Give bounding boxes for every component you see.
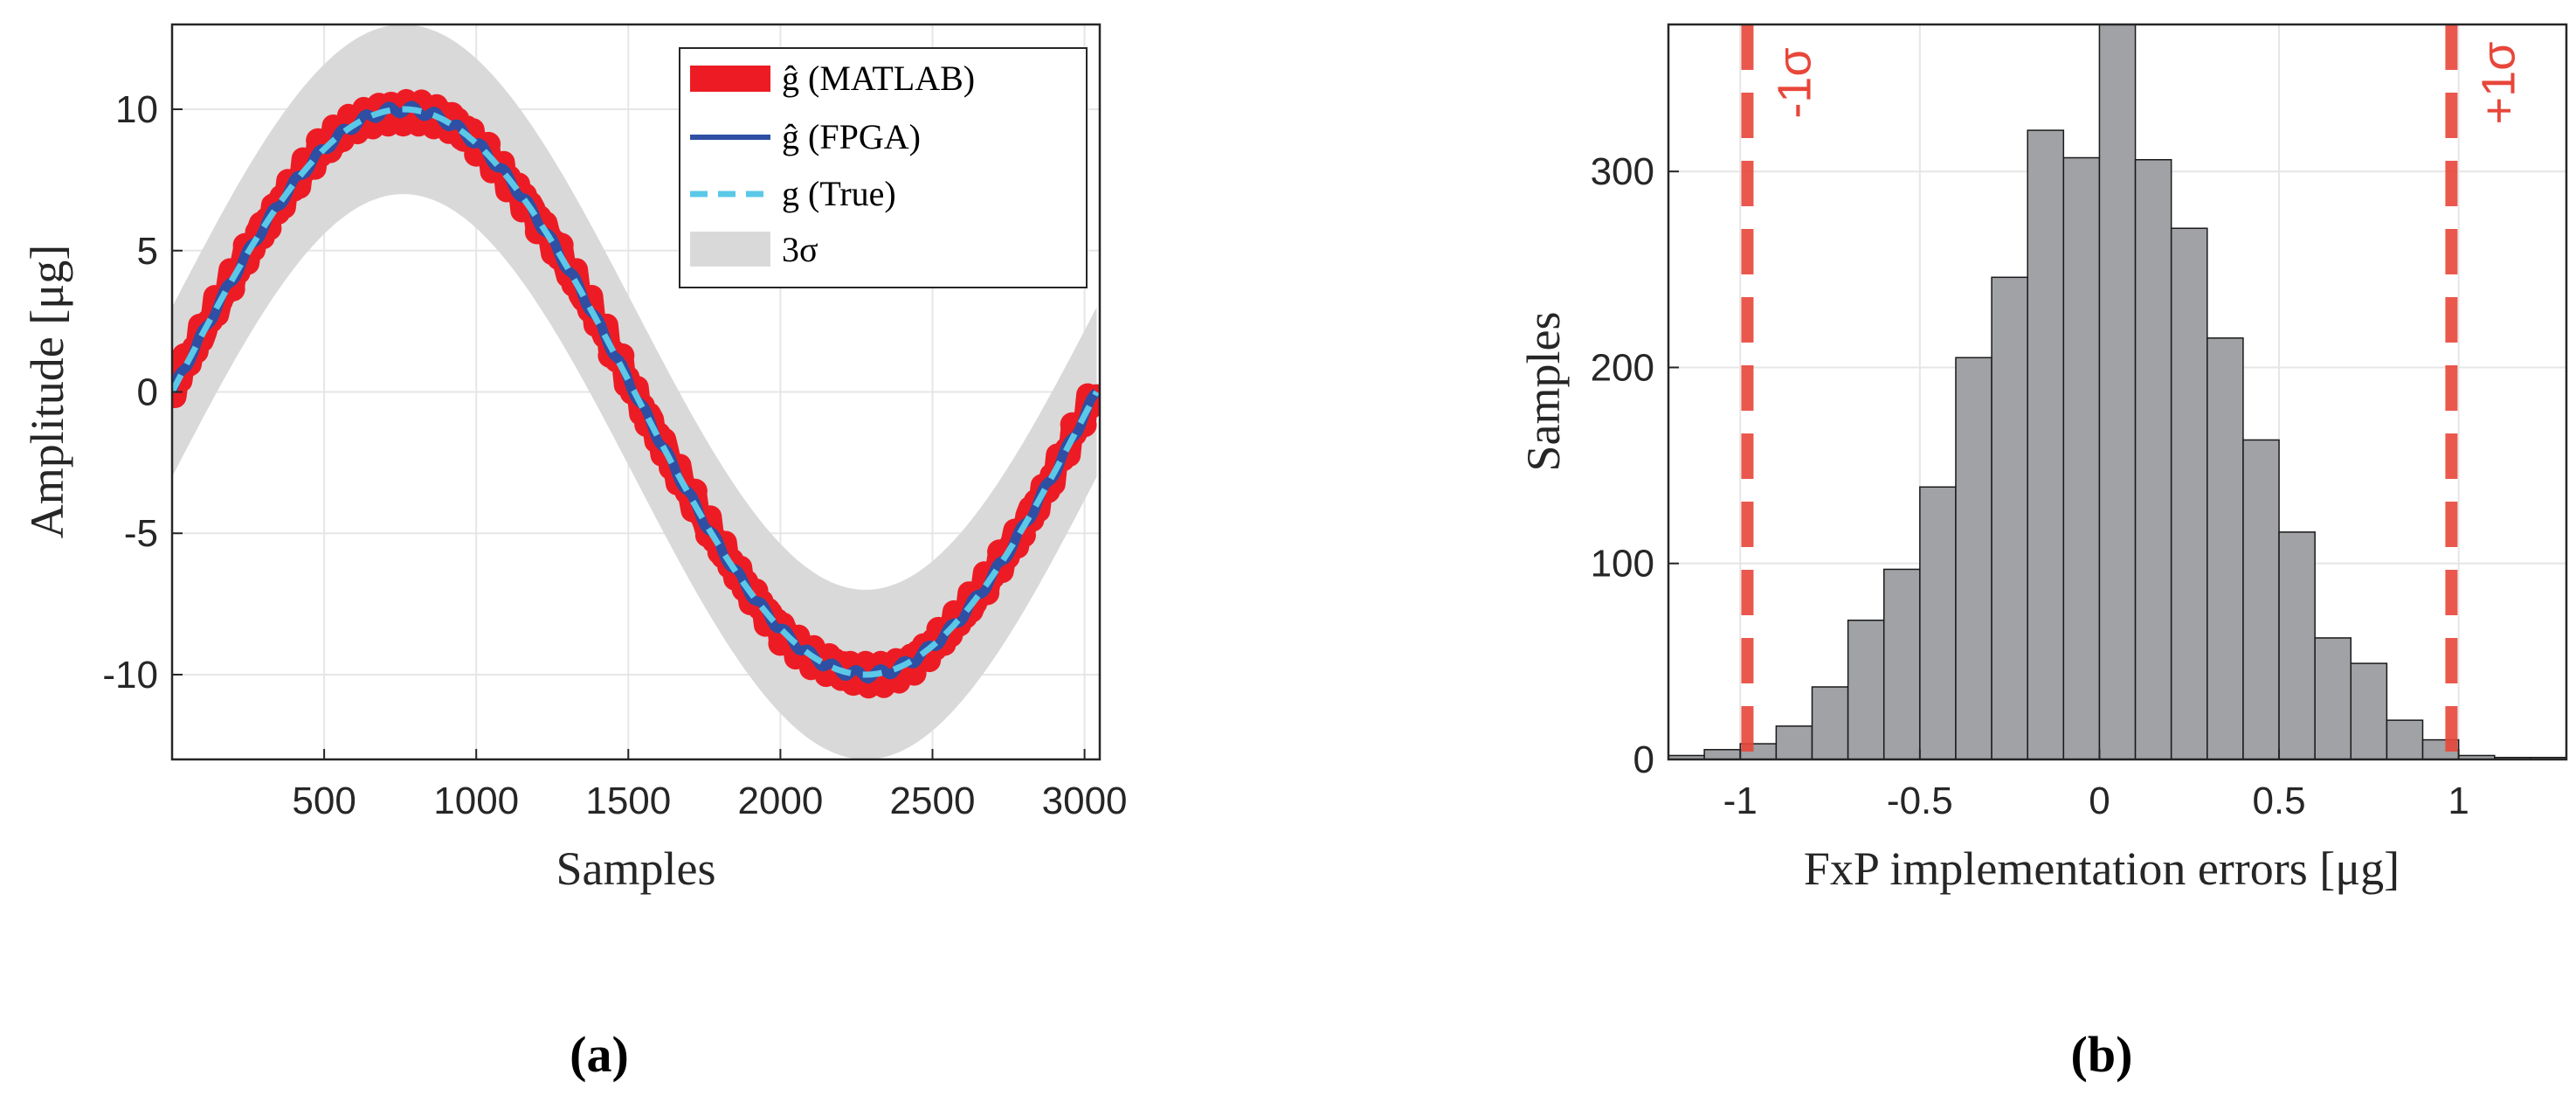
histogram-bar — [2062, 156, 2101, 759]
histogram-bar — [2027, 129, 2065, 759]
histogram-bar — [2350, 662, 2388, 759]
y-tick-label: 0 — [137, 371, 158, 414]
panel-a-xlabel: Samples — [556, 842, 716, 895]
y-tick-label: 100 — [1591, 543, 1654, 586]
y-tick-label: 10 — [115, 88, 158, 131]
y-tick-label: 200 — [1591, 346, 1654, 389]
histogram-bar — [1775, 725, 1813, 759]
histogram-bar — [1919, 486, 1957, 759]
legend-label-matlab: ĝ (MATLAB) — [782, 59, 975, 98]
histogram-bar — [2242, 439, 2280, 759]
panel-a-amplitude-plot: 500 1000 1500 2000 2500 3000 -10 -5 0 5 10 Samples… — [21, 23, 1128, 1083]
sigma-lines: -1σ +1σ — [1741, 24, 2524, 759]
histogram-bar — [2170, 227, 2208, 759]
caption-a: (a) — [570, 1026, 629, 1083]
y-tick-label: 0 — [1633, 738, 1654, 781]
x-tick-label: 2500 — [890, 780, 976, 822]
x-tick-label: 0.5 — [2252, 780, 2305, 822]
histogram-bar — [2278, 531, 2316, 759]
histogram-bar — [2386, 719, 2424, 759]
legend-label-fpga: ĝ (FPGA) — [782, 117, 921, 156]
histogram-bar — [2207, 337, 2244, 759]
y-tick-label: -5 — [124, 512, 158, 555]
y-tick-label: 5 — [137, 230, 158, 273]
panel-a-ticks: 500 1000 1500 2000 2500 3000 -10 -5 0 5 10 — [102, 88, 1127, 822]
y-tick-label: -10 — [102, 654, 158, 697]
panel-b-axes-box — [1667, 23, 2568, 761]
histogram-bar — [1847, 620, 1885, 759]
histogram-bar — [1811, 686, 1849, 759]
sigma-label: +1σ — [2472, 42, 2524, 125]
panel-a-ylabel: Amplitude [μg] — [21, 245, 73, 538]
x-tick-label: -0.5 — [1887, 780, 1953, 822]
legend-label-band: 3σ — [782, 230, 818, 269]
panel-b-ticks: -1 -0.5 0 0.5 1 0 100 200 300 — [1591, 150, 2469, 822]
histogram-bar — [1703, 749, 1741, 759]
histogram-bar — [1991, 276, 2028, 759]
x-tick-label: 1 — [2448, 780, 2469, 822]
panel-a-legend: ĝ (MATLAB) ĝ (FPGA) g (True) 3σ — [679, 47, 1088, 288]
caption-b: (b) — [2071, 1026, 2133, 1083]
histogram-bar — [1955, 357, 1992, 759]
panel-b-ylabel: Samples — [1517, 312, 1570, 472]
legend-swatch-band — [690, 232, 770, 267]
x-tick-label: -1 — [1723, 780, 1758, 822]
histogram-bars — [1668, 24, 2566, 759]
histogram-bar — [2314, 637, 2352, 759]
x-tick-label: 2000 — [737, 780, 823, 822]
legend-label-true: g (True) — [782, 174, 896, 213]
x-tick-label: 3000 — [1042, 780, 1128, 822]
x-tick-label: 1500 — [585, 780, 671, 822]
histogram-bar — [2134, 158, 2172, 759]
panel-b-xlabel: FxP implementation errors [μg] — [1804, 842, 2400, 895]
true-series-line — [172, 106, 1100, 678]
x-tick-label: 1000 — [433, 780, 519, 822]
x-tick-label: 500 — [292, 780, 356, 822]
x-tick-label: 0 — [2089, 780, 2110, 822]
sigma-label: -1σ — [1768, 47, 1820, 118]
panel-b-histogram: -1σ +1σ -1 -0.5 0 0.5 1 0 100 200 300 FxP impleme… — [1517, 23, 2568, 1083]
histogram-bar — [1882, 568, 1921, 759]
histogram-bar — [2098, 24, 2137, 759]
y-tick-label: 300 — [1591, 150, 1654, 193]
